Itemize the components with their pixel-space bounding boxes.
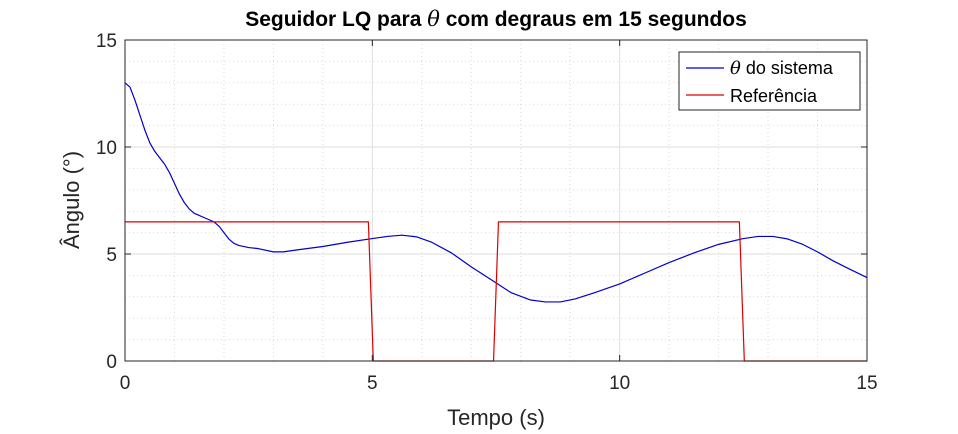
series-layer: [124, 82, 868, 362]
legend-label-series-0: θ do sistema: [730, 58, 834, 79]
legend-text-series-0: do sistema: [741, 58, 834, 78]
x-tick-label: 10: [609, 373, 630, 394]
y-tick-label: 15: [96, 31, 117, 52]
y-tick-label: 0: [106, 352, 117, 373]
plot-border: [124, 39, 868, 362]
series-line-0: [124, 82, 868, 303]
legend: θ do sistema Referência: [678, 51, 861, 111]
legend-label-series-1: Referência: [730, 86, 818, 106]
x-axis-label: Tempo (s): [447, 405, 545, 430]
legend-box: [678, 51, 861, 111]
chart-title: Seguidor LQ para θ com degraus em 15 seg…: [245, 7, 747, 31]
legend-text-series-1: Referência: [730, 86, 818, 106]
y-tick-label: 5: [106, 245, 117, 266]
minor-grid: [125, 40, 867, 361]
ticks-layer: 0 5 10 15 0 5 10 15: [96, 31, 878, 394]
chart-title-prefix: Seguidor LQ para: [245, 8, 427, 31]
x-tick-label: 0: [120, 373, 131, 394]
y-tick-label: 10: [96, 138, 117, 159]
chart-title-suffix: com degraus em 15 segundos: [440, 8, 747, 31]
series-line-1: [125, 221, 867, 362]
x-tick-label: 5: [367, 373, 378, 394]
x-tick-label: 15: [856, 373, 877, 394]
legend-symbol-series-0: θ: [730, 58, 741, 79]
chart-title-symbol: θ: [427, 7, 440, 31]
y-axis-label: Ângulo (°): [59, 151, 84, 249]
